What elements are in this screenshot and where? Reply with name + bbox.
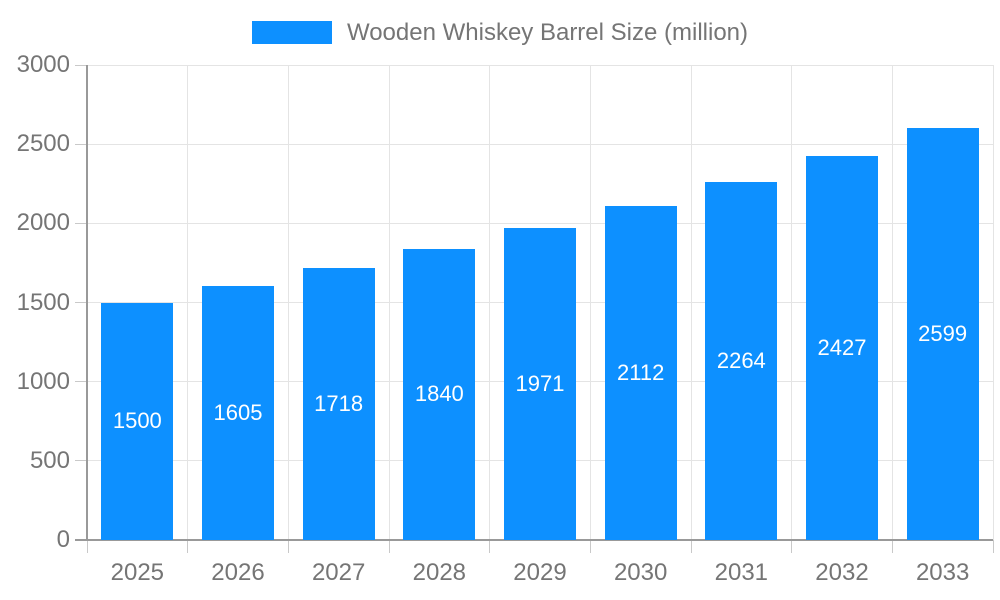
y-axis-label: 0: [56, 526, 70, 553]
x-gridline: [489, 65, 491, 540]
y-axis-label: 1500: [16, 288, 70, 316]
bar-2028[interactable]: [403, 248, 476, 540]
y-axis-line: [86, 65, 88, 541]
x-gridline: [388, 65, 390, 540]
x-gridline: [187, 65, 189, 540]
y-tick: [75, 460, 87, 462]
y-axis-label: 3000: [16, 51, 70, 78]
x-gridline: [891, 65, 893, 540]
x-tick: [388, 540, 390, 553]
bar-2031[interactable]: [705, 181, 778, 540]
x-axis-label: 2026: [211, 559, 265, 586]
x-axis-line: [75, 539, 993, 541]
y-axis-label: 1000: [16, 367, 70, 395]
x-gridline: [992, 65, 994, 540]
x-tick: [690, 540, 692, 553]
bar-2033[interactable]: [906, 128, 979, 540]
x-tick: [891, 540, 893, 553]
legend-swatch: [251, 21, 332, 44]
y-axis-label: 2000: [16, 209, 70, 237]
y-gridline: [87, 64, 993, 66]
y-axis-label: 2500: [16, 130, 70, 158]
x-axis-label: 2025: [110, 559, 165, 586]
x-axis-label: 2031: [714, 559, 769, 586]
x-tick: [287, 540, 289, 553]
bar-2030[interactable]: [604, 205, 677, 540]
bar-2027[interactable]: [302, 267, 375, 540]
bar-2032[interactable]: [806, 155, 878, 540]
y-tick: [75, 381, 87, 383]
x-axis-label: 2032: [815, 559, 869, 586]
x-axis-label: 2030: [613, 559, 668, 586]
x-tick: [791, 540, 793, 553]
bar-2025[interactable]: [101, 302, 174, 540]
x-axis-label: 2033: [915, 559, 970, 586]
legend-label: Wooden Whiskey Barrel Size (million): [346, 19, 748, 46]
y-axis-label: 500: [29, 446, 70, 474]
y-tick: [75, 302, 87, 303]
x-tick: [589, 540, 591, 553]
x-gridline: [791, 65, 793, 540]
legend[interactable]: Wooden Whiskey Barrel Size (million): [0, 20, 1000, 45]
x-gridline: [589, 65, 591, 540]
y-gridline: [87, 143, 993, 145]
x-tick: [992, 540, 994, 553]
bar-2029[interactable]: [504, 227, 576, 540]
y-tick: [75, 64, 87, 66]
x-tick: [86, 540, 88, 553]
x-tick: [187, 540, 189, 553]
x-axis-label: 2029: [513, 559, 567, 586]
x-gridline: [287, 65, 289, 540]
bar-2026[interactable]: [202, 285, 274, 540]
x-gridline: [690, 65, 692, 540]
y-tick: [75, 143, 87, 145]
y-gridline: [87, 222, 993, 224]
x-axis-label: 2028: [412, 559, 467, 586]
x-tick: [489, 540, 491, 553]
y-tick: [75, 222, 87, 224]
x-axis-label: 2027: [311, 559, 366, 586]
